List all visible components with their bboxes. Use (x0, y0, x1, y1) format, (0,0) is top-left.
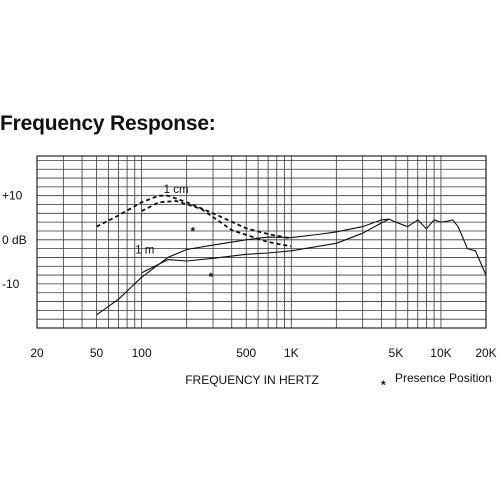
x-tick-label: 20K (475, 346, 496, 360)
y-tick-label: -10 (2, 277, 20, 291)
series-group (96, 194, 487, 316)
x-tick-label: 500 (236, 346, 256, 360)
curve-label: 1 m (135, 244, 154, 256)
series-line-4-solid (141, 218, 390, 274)
x-axis-tick-labels: 20 50 100 500 1K 5K 10K 20K (30, 346, 496, 360)
plot-frame (36, 155, 487, 329)
curve-label: 1 cm (164, 184, 189, 196)
y-tick-label: +10 (2, 189, 23, 203)
presence-marker: * (191, 226, 196, 238)
presence-marker: * (209, 272, 214, 284)
grid (36, 155, 487, 329)
x-tick-label: 20 (30, 346, 44, 360)
y-tick-label: 0 dB (2, 233, 27, 247)
chart-title: Frequency Response: (0, 112, 216, 135)
x-tick-label: 10K (430, 346, 451, 360)
x-tick-label: 5K (389, 346, 404, 360)
x-tick-label: 50 (90, 346, 104, 360)
x-tick-label: 1K (284, 346, 299, 360)
x-tick-label: 100 (132, 346, 152, 360)
annotations: 1 cm 1 m * * (135, 184, 213, 284)
series-line-1-dashed (96, 194, 292, 240)
y-axis-tick-labels: +10 0 dB -10 (2, 189, 27, 291)
x-axis-label: FREQUENCY IN HERTZ (185, 373, 319, 387)
legend-symbol: * (381, 378, 386, 392)
legend-label: Presence Position (395, 371, 492, 385)
